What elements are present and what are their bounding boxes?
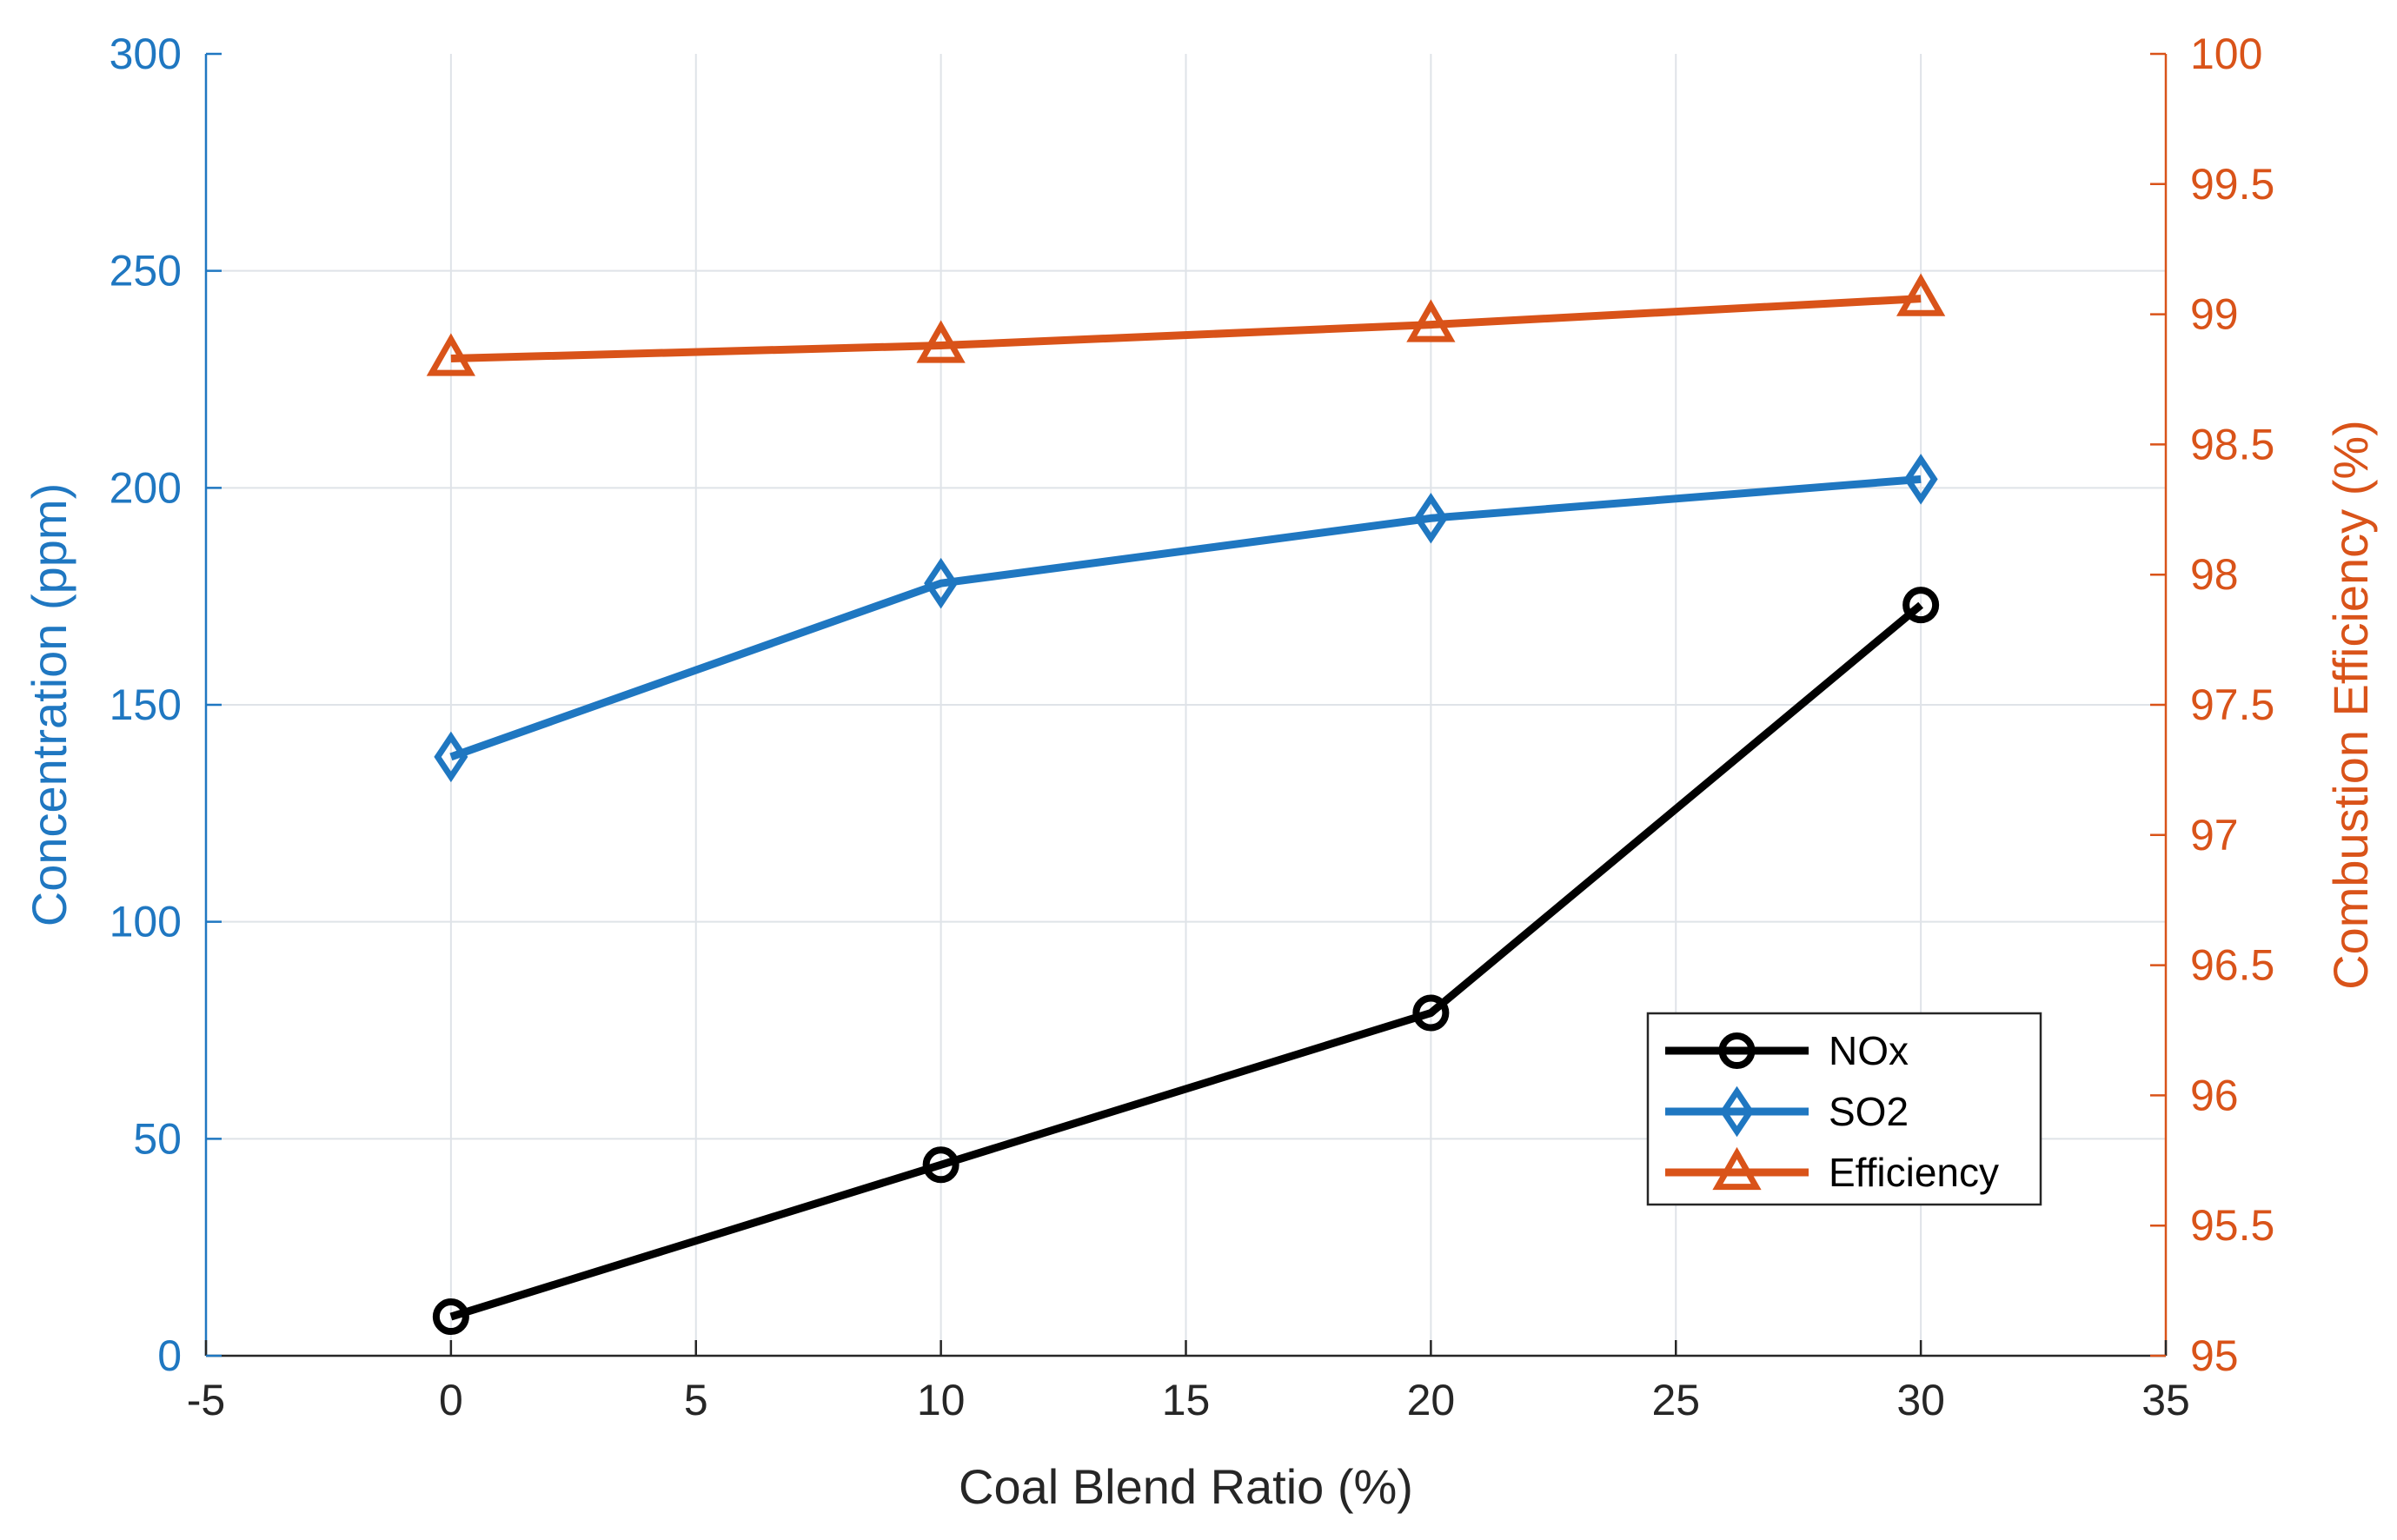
series-line-so2	[449, 475, 1922, 761]
y-left-tick-label: 300	[110, 30, 182, 78]
grid-lines	[206, 54, 2166, 1356]
y-right-tick-label: 97.5	[2190, 680, 2274, 729]
series-nox	[432, 587, 1940, 1336]
x-tick-label: 25	[1651, 1376, 1700, 1424]
x-tick-label: 5	[684, 1376, 708, 1424]
data-point-diamond	[434, 731, 468, 783]
y-axis-right-ticks: 95 95.5 96 96.5 97 97.5 98 98.5 99 99.5 100	[2150, 30, 2274, 1380]
data-point-diamond	[1719, 1085, 1755, 1138]
y-axis-left-ticks: 0 50 100 150 200 250 300	[110, 30, 222, 1380]
y-left-tick-label: 100	[110, 898, 182, 946]
y-axis-left-title: Concentration (ppm)	[22, 483, 76, 926]
y-right-tick-label: 95.5	[2190, 1201, 2274, 1250]
data-point-circle	[1718, 1032, 1756, 1069]
y-right-tick-label: 99	[2190, 290, 2239, 339]
x-tick-label: -5	[187, 1376, 225, 1424]
y-right-tick-label: 97	[2190, 811, 2239, 860]
y-right-tick-label: 96	[2190, 1071, 2239, 1119]
data-point-triangle	[1896, 273, 1946, 316]
y-right-tick-label: 99.5	[2190, 160, 2274, 209]
y-right-tick-label: 96.5	[2190, 941, 2274, 990]
data-point-triangle	[1406, 299, 1456, 342]
y-axis-right-title: Combustion Efficiency (%)	[2323, 420, 2378, 990]
data-point-circle	[922, 1146, 959, 1184]
data-point-triangle	[916, 320, 966, 363]
x-tick-label: 0	[439, 1376, 463, 1424]
series-so2	[434, 454, 1938, 783]
x-tick-label: 35	[2141, 1376, 2190, 1424]
x-tick-label: 15	[1162, 1376, 1211, 1424]
series-line-nox	[449, 601, 1924, 1321]
y-right-tick-label: 98.5	[2190, 420, 2274, 468]
y-left-tick-label: 50	[133, 1114, 182, 1163]
data-point-circle	[1412, 994, 1450, 1032]
y-left-tick-label: 200	[110, 463, 182, 512]
data-point-circle	[432, 1298, 469, 1336]
data-point-triangle	[1712, 1146, 1762, 1191]
y-right-tick-label: 98	[2190, 550, 2239, 599]
y-left-tick-label: 150	[110, 680, 182, 729]
data-point-diamond	[1413, 493, 1448, 544]
data-point-diamond	[924, 557, 959, 609]
data-point-triangle	[426, 333, 476, 376]
x-tick-label: 10	[917, 1376, 966, 1424]
legend-label-efficiency: Efficiency	[1829, 1150, 1999, 1195]
legend-label-nox: NOx	[1829, 1028, 1909, 1073]
series-line-efficiency	[450, 295, 1922, 363]
x-axis-title: Coal Blend Ratio (%)	[959, 1459, 1413, 1514]
x-axis-ticks: -5 0 5 10 15 20 25 30 35	[187, 1340, 2190, 1424]
x-tick-label: 30	[1896, 1376, 1945, 1424]
data-point-diamond	[1903, 454, 1938, 505]
series-efficiency	[426, 273, 1946, 376]
legend: NOx SO2 Efficiency	[1646, 1012, 2042, 1206]
x-tick-label: 20	[1407, 1376, 1456, 1424]
y-left-tick-label: 0	[157, 1331, 182, 1380]
y-right-tick-label: 95	[2190, 1331, 2239, 1380]
legend-label-so2: SO2	[1829, 1089, 1909, 1134]
data-point-circle	[1902, 587, 1940, 624]
y-right-tick-label: 100	[2190, 30, 2262, 78]
y-left-tick-label: 250	[110, 247, 182, 295]
